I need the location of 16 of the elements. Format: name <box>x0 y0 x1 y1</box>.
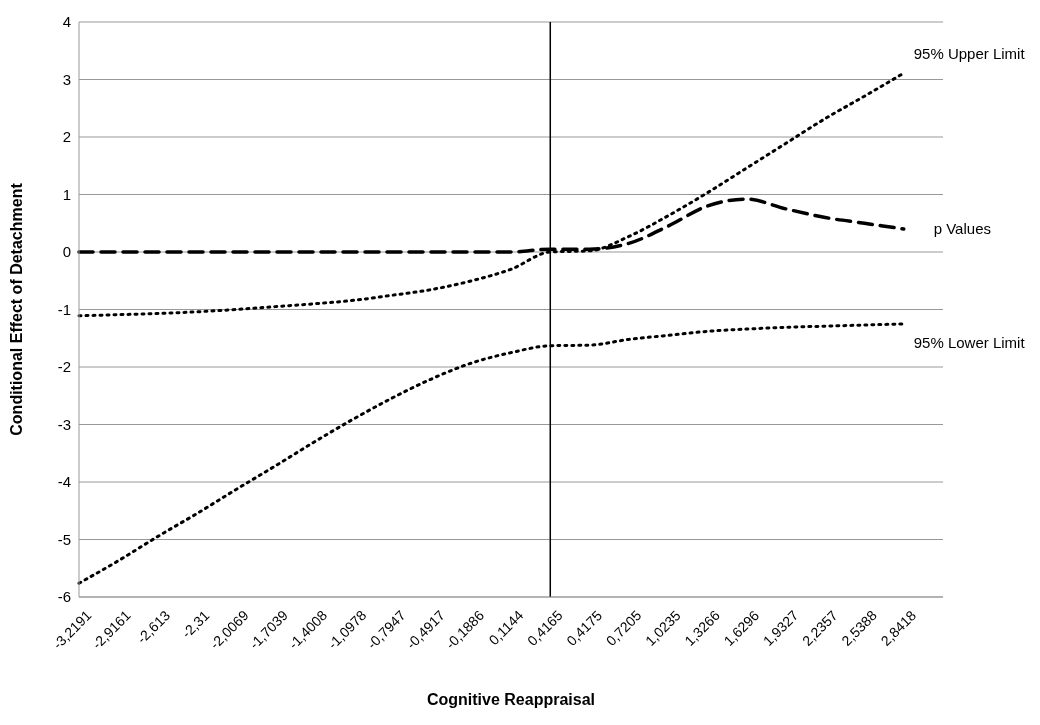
y-tick-label: 0 <box>62 243 71 261</box>
y-tick-label: 4 <box>62 13 71 31</box>
y-tick-label: -6 <box>57 588 71 606</box>
y-tick-label: -3 <box>57 415 71 433</box>
y-tick-label: -2 <box>57 358 71 376</box>
y-tick-label: 3 <box>62 70 71 88</box>
series-label: 95% Upper Limit <box>913 45 1026 63</box>
y-tick-label: 1 <box>62 185 71 203</box>
y-tick-label: -5 <box>57 530 71 548</box>
text: p Values <box>933 220 991 237</box>
y-tick-label: -4 <box>57 473 71 491</box>
y-tick-label: -1 <box>57 300 71 318</box>
x-axis-title: Cognitive Reappraisal <box>426 691 596 708</box>
y-tick-label: 2 <box>62 128 71 146</box>
series-label: 95% Lower Limit <box>913 333 1026 351</box>
y-axis-title: Conditional Effect of Detachment <box>7 182 25 436</box>
